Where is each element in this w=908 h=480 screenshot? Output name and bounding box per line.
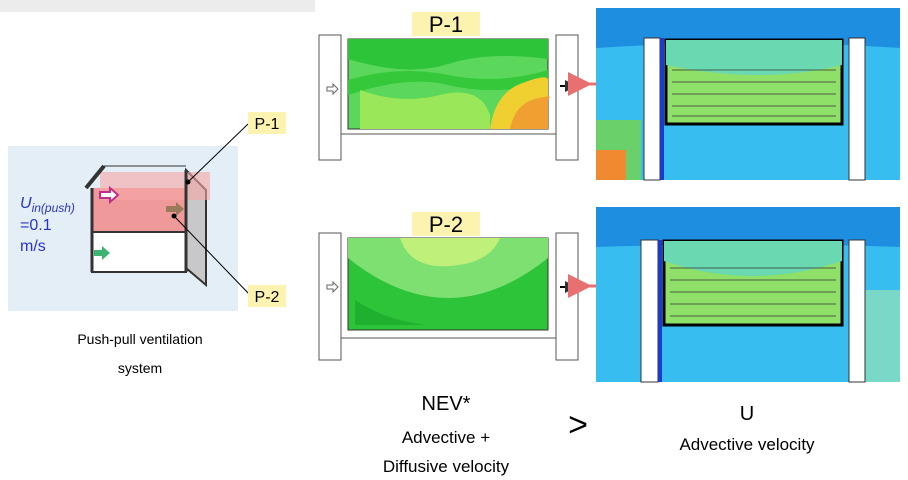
caption: system [118,360,162,376]
operator: > [568,406,588,444]
panel-1: P-1 [319,12,628,160]
right-title: U [740,403,754,425]
left-title: NEV* [422,393,471,415]
figure: P-1 P-2 Uin(push) =0.1 m/s Push-pull ven… [0,0,908,480]
plane-label: P-2 [255,289,280,306]
inlet-symbol: U [20,195,32,212]
velocity-2 [596,207,900,382]
panel-2: P-2 [319,212,628,360]
panel-label: P-1 [429,12,463,37]
plane-label: P-1 [255,116,280,133]
left-line: Diffusive velocity [383,457,510,476]
schematic: P-1 P-2 Uin(push) =0.1 m/s Push-pull ven… [8,112,286,376]
right-line: Advective velocity [679,435,815,454]
caption: Push-pull ventilation [77,331,202,347]
inlet-subscript: in(push) [32,201,75,215]
inlet-value: =0.1 [20,217,52,234]
left-line: Advective + [402,428,490,447]
velocity-1 [596,8,900,180]
panel-label: P-2 [429,212,463,237]
inlet-unit: m/s [20,238,46,255]
top-strip [0,0,315,12]
